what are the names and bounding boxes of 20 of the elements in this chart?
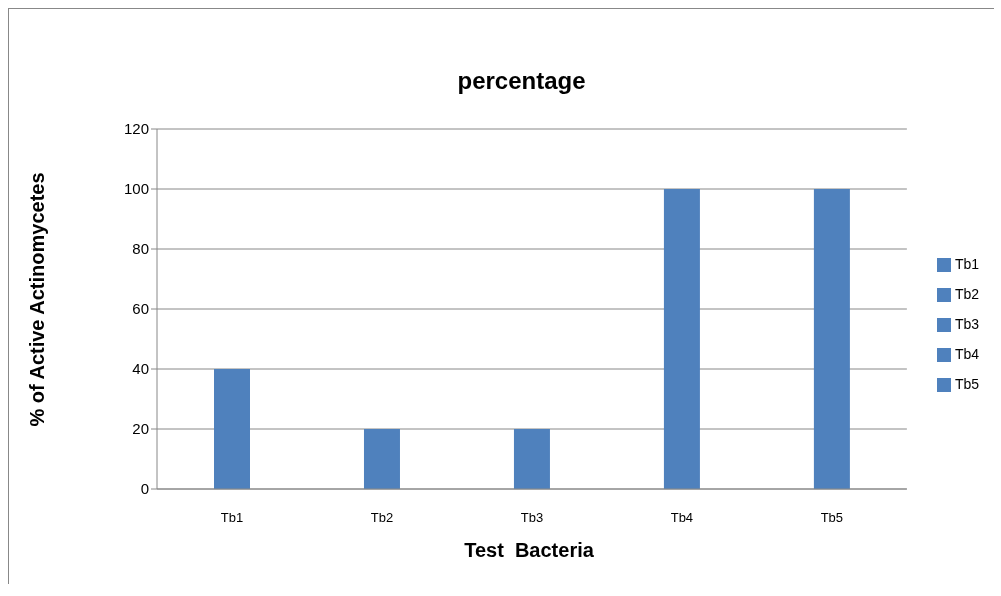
legend-label: Tb5 [954,376,979,392]
y-tick-label: 100 [123,180,149,198]
x-tick-label: Tb5 [820,510,844,526]
legend-label: Tb2 [954,286,979,302]
x-tick-label: Tb2 [370,510,394,526]
y-tick-label: 80 [132,240,149,258]
y-tick-label: 20 [132,420,149,438]
legend-label: Tb1 [954,256,979,272]
legend-label: Tb4 [954,346,979,362]
y-tick-label: 60 [132,300,149,318]
x-tick-label: Tb1 [220,510,244,526]
y-tick-label: 40 [132,360,149,378]
chart-title: percentage [456,67,587,95]
x-tick-label: Tb3 [520,510,544,526]
y-tick-label: 120 [123,120,149,138]
y-tick-label: 0 [140,480,149,498]
x-tick-label: Tb4 [670,510,694,526]
x-axis-title: Test Bacteria [463,539,595,562]
y-axis-title: % of Active Actinomycetes [25,171,49,427]
legend-label: Tb3 [954,316,979,332]
